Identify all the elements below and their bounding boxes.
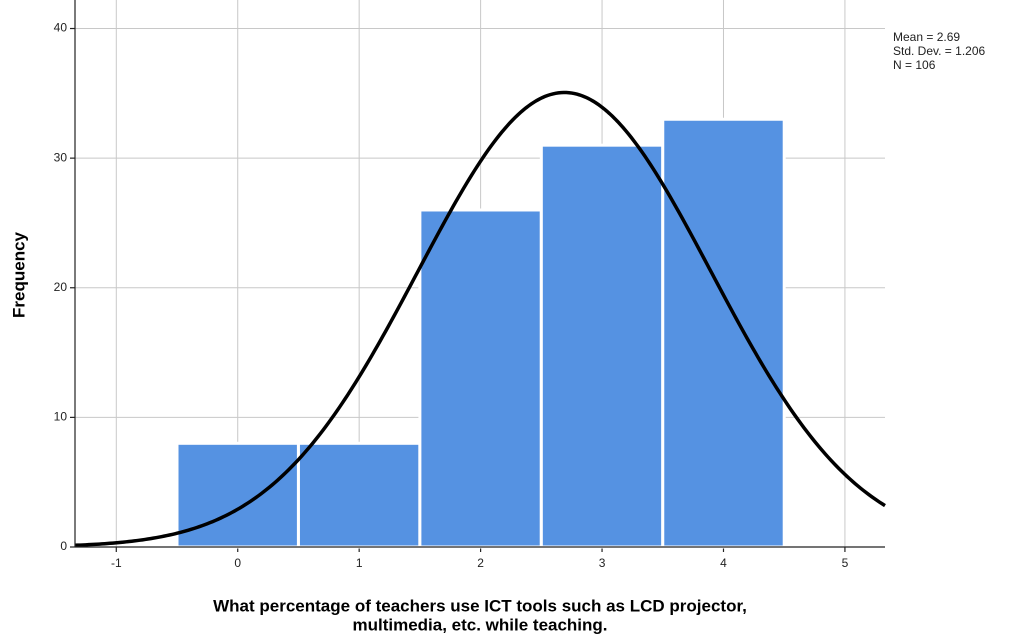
y-tick-label: 40 [54, 21, 68, 35]
bar [539, 143, 665, 549]
x-tick-label: 2 [477, 556, 484, 570]
y-tick-label: 0 [60, 539, 67, 553]
stat-sd: Std. Dev. = 1.206 [893, 44, 985, 58]
y-axis-label: Frequency [9, 231, 28, 318]
x-tick-label: 4 [720, 556, 727, 570]
y-tick-label: 20 [54, 280, 68, 294]
y-tick-label: 10 [54, 410, 68, 424]
bar [175, 441, 300, 549]
x-tick-label: 1 [356, 556, 363, 570]
stat-mean: Mean = 2.69 [893, 30, 960, 44]
x-axis-label: multimedia, etc. while teaching. [352, 615, 607, 634]
stat-n: N = 106 [893, 58, 936, 72]
x-axis-label: What percentage of teachers use ICT tool… [213, 596, 747, 615]
x-tick-label: 0 [234, 556, 241, 570]
bar [661, 117, 786, 549]
x-tick-label: 3 [599, 556, 606, 570]
bar [296, 441, 422, 549]
x-tick-label: 5 [842, 556, 849, 570]
y-tick-label: 30 [54, 150, 68, 164]
bar [418, 208, 543, 549]
normal-curve [74, 90, 886, 548]
x-tick-label: -1 [111, 556, 122, 570]
